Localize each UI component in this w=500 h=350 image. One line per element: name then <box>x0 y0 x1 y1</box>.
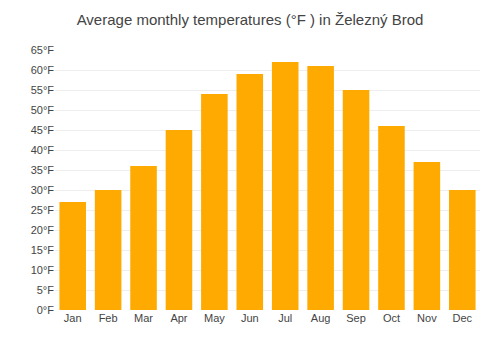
svg-text:50°F: 50°F <box>31 104 55 116</box>
svg-text:35°F: 35°F <box>31 164 55 176</box>
svg-text:Apr: Apr <box>170 312 187 324</box>
svg-text:5°F: 5°F <box>37 284 55 296</box>
svg-text:Nov: Nov <box>417 312 437 324</box>
svg-text:60°F: 60°F <box>31 64 55 76</box>
svg-text:45°F: 45°F <box>31 124 55 136</box>
svg-text:25°F: 25°F <box>31 204 55 216</box>
svg-text:Jun: Jun <box>241 312 259 324</box>
svg-text:40°F: 40°F <box>31 144 55 156</box>
svg-text:Mar: Mar <box>134 312 153 324</box>
svg-text:20°F: 20°F <box>31 224 55 236</box>
svg-text:65°F: 65°F <box>31 44 55 56</box>
svg-text:30°F: 30°F <box>31 184 55 196</box>
svg-text:Jan: Jan <box>64 312 82 324</box>
svg-text:Oct: Oct <box>383 312 400 324</box>
svg-text:May: May <box>204 312 225 324</box>
svg-text:Sep: Sep <box>346 312 366 324</box>
svg-text:15°F: 15°F <box>31 244 55 256</box>
svg-text:Aug: Aug <box>311 312 331 324</box>
svg-text:Average monthly temperatures (: Average monthly temperatures (°F ) in Že… <box>77 11 424 28</box>
svg-text:10°F: 10°F <box>31 264 55 276</box>
svg-text:Feb: Feb <box>99 312 118 324</box>
svg-text:Dec: Dec <box>453 312 473 324</box>
svg-text:0°F: 0°F <box>37 304 55 316</box>
svg-text:Jul: Jul <box>278 312 292 324</box>
svg-text:55°F: 55°F <box>31 84 55 96</box>
